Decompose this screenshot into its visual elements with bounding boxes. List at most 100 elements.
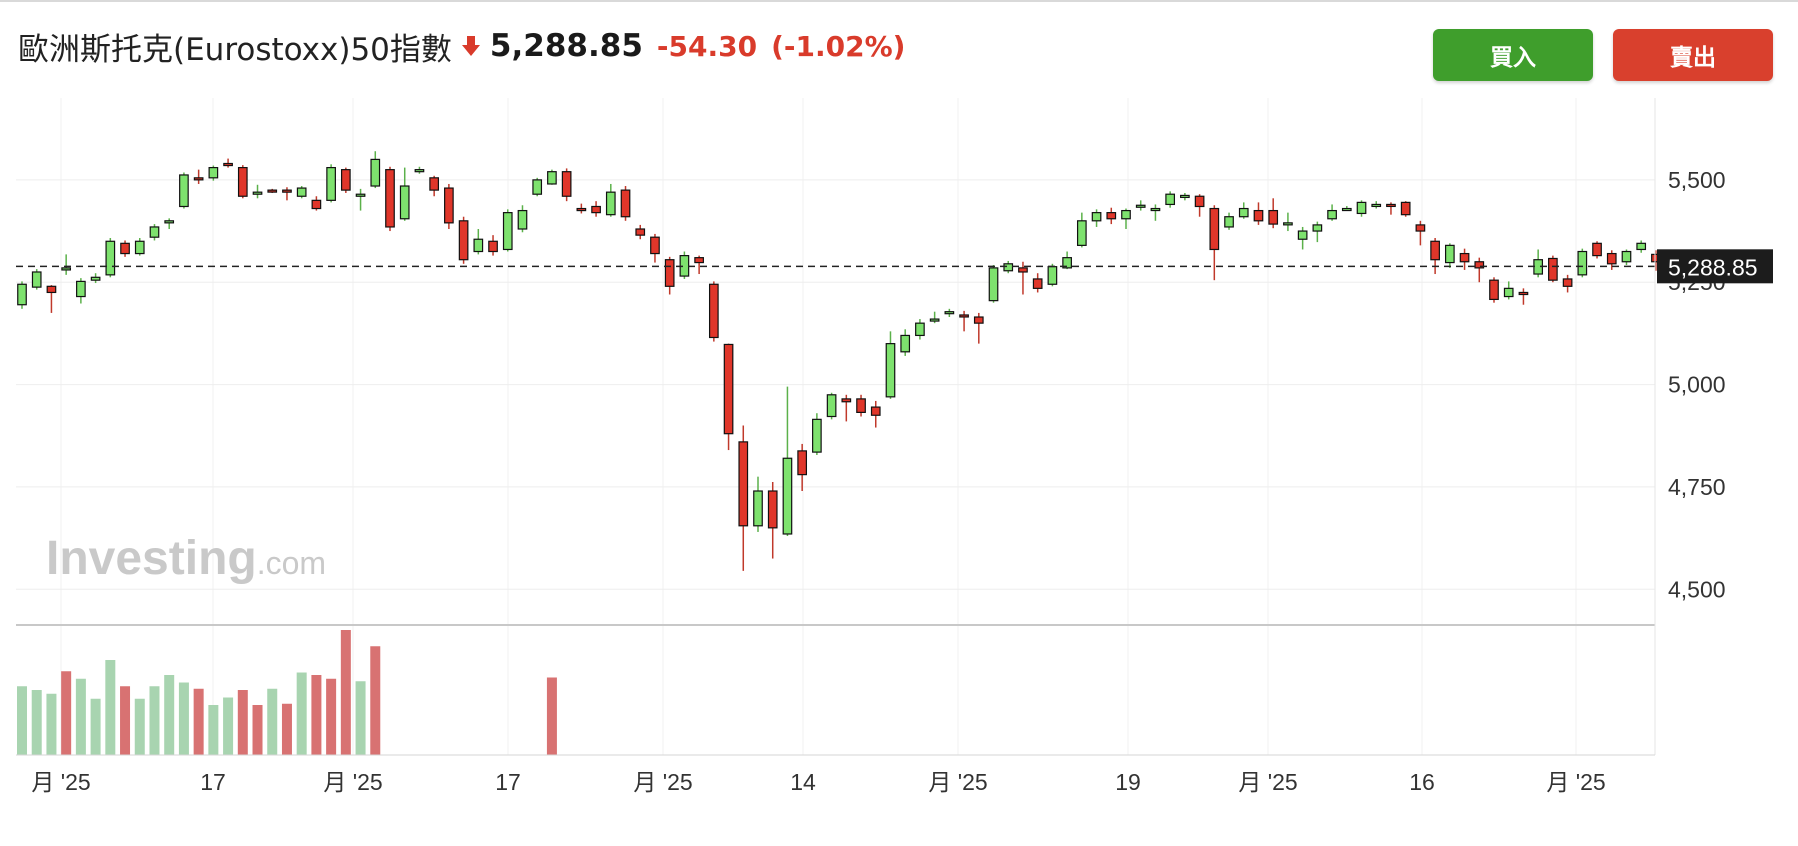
candle-body xyxy=(1018,267,1028,273)
candle-body xyxy=(605,191,616,216)
candle-body xyxy=(1047,266,1058,285)
candle-body xyxy=(1636,242,1647,251)
candle-body xyxy=(385,169,395,228)
candle-body xyxy=(1091,212,1102,222)
x-tick-label: 14 xyxy=(790,769,816,795)
candle-body xyxy=(340,169,351,191)
candle-body xyxy=(1489,279,1499,301)
candle-body xyxy=(915,322,925,337)
x-tick-label: 月 '25 xyxy=(1546,769,1605,795)
candle-body xyxy=(1518,291,1529,296)
watermark-logo: Investing.com xyxy=(46,532,326,585)
candle-body xyxy=(1238,207,1249,218)
candle-body xyxy=(841,398,852,403)
x-tick-label: 16 xyxy=(1409,769,1435,795)
volume-bar xyxy=(311,675,322,755)
candle-body xyxy=(1180,194,1190,199)
candle-body xyxy=(355,193,366,197)
candle-body xyxy=(635,228,646,236)
x-tick-label: 17 xyxy=(495,769,521,795)
candle-body xyxy=(1297,230,1308,240)
candle-body xyxy=(767,490,778,529)
candle-body xyxy=(1474,261,1485,269)
x-tick-label: 月 '25 xyxy=(31,769,90,795)
candle-body xyxy=(1341,207,1352,212)
candle-body xyxy=(959,314,969,318)
candle-body xyxy=(561,171,572,197)
candle-body xyxy=(473,238,484,253)
buy-button[interactable]: 買入 xyxy=(1433,29,1593,81)
candle-body xyxy=(267,189,278,193)
x-tick-label: 月 '25 xyxy=(1238,769,1297,795)
candle-body xyxy=(444,187,454,224)
volume-bar xyxy=(193,688,204,755)
candle-body xyxy=(620,189,631,218)
volume-bar xyxy=(355,681,366,755)
volume-bar xyxy=(267,688,278,755)
candle-body xyxy=(458,220,469,261)
candle-body xyxy=(576,207,587,212)
candle-body xyxy=(296,187,307,197)
volume-bar xyxy=(223,697,234,755)
candle-body xyxy=(1106,212,1117,220)
volume-bar xyxy=(296,672,307,755)
volume-bar xyxy=(105,660,116,755)
candle-body xyxy=(517,209,528,230)
candle-body xyxy=(826,394,837,418)
candle-body xyxy=(311,199,322,210)
candle-body xyxy=(1621,250,1632,263)
candle-body xyxy=(988,267,999,302)
candle-body xyxy=(753,490,763,527)
y-tick-label: 5,000 xyxy=(1668,372,1726,398)
candle-body xyxy=(1606,252,1617,265)
instrument-title: 歐洲斯托克(Eurostoxx)50指數 xyxy=(18,31,452,68)
volume-bar xyxy=(149,686,160,755)
last-price-label: 5,288.85 xyxy=(1668,254,1758,280)
volume-bar xyxy=(61,671,72,755)
candle-body xyxy=(856,398,866,413)
y-tick-label: 4,500 xyxy=(1668,576,1726,602)
last-price: 5,288.85 xyxy=(489,28,643,64)
candle-body xyxy=(738,441,749,527)
x-tick-label: 19 xyxy=(1115,769,1141,795)
candle-body xyxy=(1430,240,1440,261)
candle-body xyxy=(326,166,336,201)
sell-button[interactable]: 賣出 xyxy=(1613,29,1773,81)
candle-body xyxy=(694,257,704,264)
candle-body xyxy=(31,271,42,288)
volume-bar xyxy=(90,698,101,755)
candle-body xyxy=(1592,242,1602,257)
candle-body xyxy=(1562,278,1573,287)
candle-body xyxy=(1150,207,1161,212)
volume-bar xyxy=(178,682,189,755)
candle-body xyxy=(1327,209,1337,220)
candle-body xyxy=(1253,209,1264,222)
candle-body xyxy=(1415,224,1426,232)
volume-bar xyxy=(46,693,57,755)
candle-body xyxy=(193,177,204,181)
candle-body xyxy=(1062,257,1072,269)
candle-body xyxy=(488,240,498,253)
candle-body xyxy=(1400,201,1411,216)
candle-body xyxy=(1444,244,1455,264)
candle-body xyxy=(252,191,263,195)
candle-body xyxy=(1386,203,1396,208)
candle-body xyxy=(1371,203,1382,208)
candle-body xyxy=(429,177,440,191)
candle-body xyxy=(414,169,425,173)
candle-body xyxy=(223,162,233,167)
volume-bar xyxy=(208,705,219,755)
volume-bar xyxy=(370,646,381,755)
x-tick-label: 月 '25 xyxy=(928,769,987,795)
candle-body xyxy=(664,259,675,287)
candle-body xyxy=(797,450,808,476)
candle-body xyxy=(944,311,955,315)
candle-body xyxy=(870,406,881,416)
candle-body xyxy=(1003,263,1014,272)
volume-bar xyxy=(281,703,292,755)
candle-body xyxy=(1548,257,1558,281)
candle-body xyxy=(1032,278,1043,289)
candle-body xyxy=(532,179,543,195)
top-border xyxy=(0,0,1798,2)
